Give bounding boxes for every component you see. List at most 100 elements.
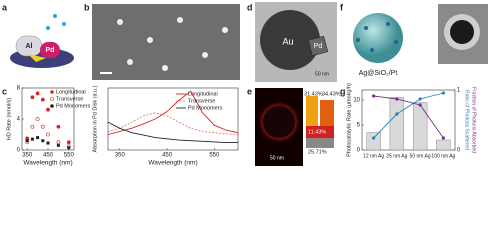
y-axis-label: HD Rate (nmol/s) xyxy=(6,98,12,141)
pd-cube xyxy=(307,35,329,57)
legend-label: Longitudinal xyxy=(188,91,218,97)
y-tick-label: 5 xyxy=(357,123,361,129)
point xyxy=(35,91,40,96)
line xyxy=(107,90,239,135)
pt-dot xyxy=(386,22,390,26)
label: Au xyxy=(282,36,293,46)
panel-e: 50 nm 31.43% 34.43% 11.43% 25.71% xyxy=(255,88,341,166)
x-tick-label: 450 xyxy=(43,153,54,159)
panel-f: Ag@SiO₂/Pt xyxy=(353,4,488,77)
point xyxy=(46,132,50,137)
point xyxy=(25,139,29,143)
au-particle xyxy=(260,10,320,70)
panel-b-image xyxy=(92,4,240,80)
x-axis-label: Wavelength (nm) xyxy=(23,160,72,167)
panel-label: g xyxy=(340,86,346,96)
panel-label: f xyxy=(340,2,344,12)
legend-marker xyxy=(50,104,54,108)
scale-label: 50 nm xyxy=(270,155,284,161)
panel-label: b xyxy=(84,2,90,12)
y2-tick-label: 1 xyxy=(457,88,461,94)
x-tick-label: 350 xyxy=(22,153,33,159)
label: Al xyxy=(26,43,33,50)
percent-label: 25.71% xyxy=(308,149,327,155)
figure: Al Pd Au Pd 50 nm 50 nm 31.43% 34.43% 11… xyxy=(2,2,488,167)
point xyxy=(40,97,45,102)
point xyxy=(56,140,61,145)
sphere xyxy=(353,13,403,63)
panel-label: c xyxy=(2,86,7,96)
legend-label: Transverse xyxy=(188,98,215,104)
y-axis-label: Photocatalytic Rate (μmol/g/h) xyxy=(346,83,352,157)
legend-marker xyxy=(50,97,54,101)
point xyxy=(30,137,34,141)
scale-bar xyxy=(100,72,112,74)
x-tick-label: 12 nm Ag xyxy=(363,153,384,159)
molecule xyxy=(46,26,50,30)
x-tick-label: 25 nm Ag xyxy=(386,153,407,159)
caption: Ag@SiO₂/Pt xyxy=(359,70,398,77)
point xyxy=(36,136,40,140)
panel-a: Al Pd xyxy=(10,8,75,76)
particle xyxy=(202,52,208,58)
x-tick-label: 550 xyxy=(209,153,220,159)
bar xyxy=(389,97,405,151)
y2-series-label: Fraction of Photons Absorbed xyxy=(471,87,477,153)
plot-frame xyxy=(107,87,239,151)
core xyxy=(263,106,295,138)
x-tick-label: 550 xyxy=(64,153,75,159)
y-tick-label: 4 xyxy=(17,117,21,123)
molecule xyxy=(62,22,66,26)
line xyxy=(107,121,238,144)
core xyxy=(450,20,474,44)
block xyxy=(306,96,318,126)
x-tick-label: 350 xyxy=(115,153,126,159)
bar xyxy=(366,132,381,151)
label: Pd xyxy=(314,43,323,50)
molecule xyxy=(53,14,57,18)
percent-label: 31.43% xyxy=(304,91,323,97)
plot-frame xyxy=(361,89,456,151)
legend-label: Transverse xyxy=(56,96,83,102)
point xyxy=(46,141,50,145)
line xyxy=(373,92,444,139)
particle xyxy=(177,17,183,23)
particle xyxy=(147,37,153,43)
block xyxy=(320,100,334,126)
point xyxy=(67,146,71,150)
y-axis-label: Absorption in Pd Disk (a.u.) xyxy=(92,85,98,152)
block xyxy=(306,126,334,138)
pt-dot xyxy=(394,40,398,44)
particle xyxy=(117,19,123,25)
legend-label: Pd Monomers xyxy=(188,105,222,111)
panel-label: e xyxy=(247,86,252,96)
point xyxy=(46,107,50,112)
legend-marker xyxy=(50,90,54,94)
y-tick-label: 0 xyxy=(357,148,361,154)
x-tick-label: 450 xyxy=(162,153,173,159)
line xyxy=(107,112,239,135)
legend-label: Longitudinal xyxy=(56,89,86,95)
point xyxy=(40,124,45,129)
bar xyxy=(436,139,451,151)
x-tick-label: 100 nm Ag xyxy=(431,153,455,159)
panel-d: Au Pd 50 nm xyxy=(255,2,337,82)
point xyxy=(66,140,71,145)
light-beam xyxy=(28,54,46,62)
y-tick-label: 10 xyxy=(353,98,360,104)
particle xyxy=(162,65,168,71)
percent-label: 11.43% xyxy=(308,129,326,135)
particle xyxy=(222,27,228,33)
x-tick-label: 50 nm Ag xyxy=(410,153,431,159)
panel-label: d xyxy=(247,2,253,12)
panel-label: a xyxy=(2,2,8,12)
pt-dot xyxy=(364,26,368,30)
point xyxy=(372,94,376,98)
pt-dot xyxy=(370,48,374,52)
scale-label: 50 nm xyxy=(315,71,329,77)
particle xyxy=(127,59,133,65)
y-tick-label: 0 xyxy=(17,148,21,154)
point xyxy=(41,139,45,143)
pd-disk xyxy=(40,42,60,58)
pt-dot xyxy=(356,38,360,42)
